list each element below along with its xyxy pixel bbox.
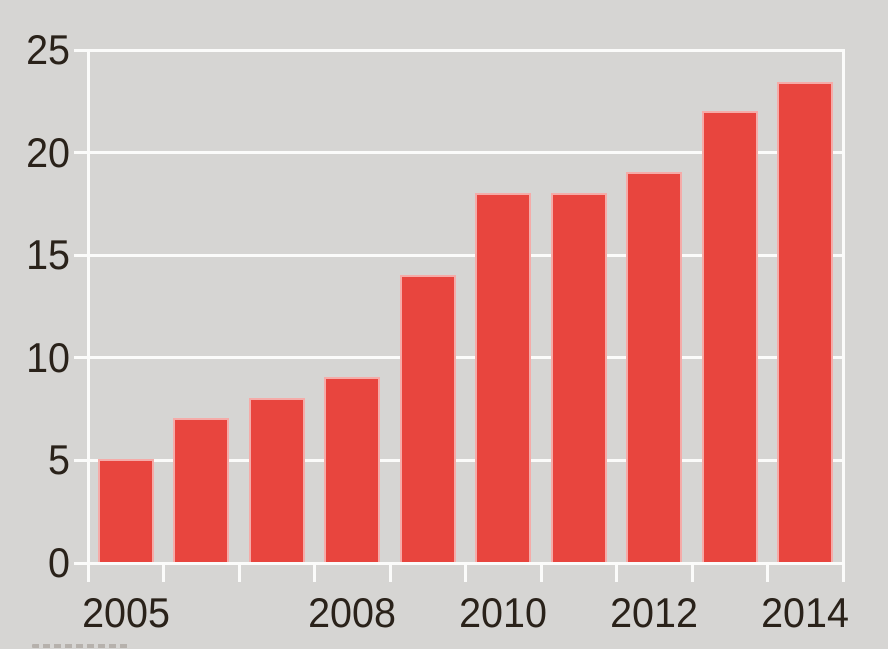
x-tick-label: 2014 bbox=[761, 589, 850, 636]
bar-2008 bbox=[324, 377, 381, 562]
x-tick-label: 2012 bbox=[610, 589, 699, 636]
y-gridline bbox=[74, 458, 843, 462]
bar-2014 bbox=[777, 81, 834, 562]
x-axis-tick bbox=[388, 563, 392, 582]
y-tick-label: 20 bbox=[26, 128, 70, 176]
x-tick-label: 2005 bbox=[81, 589, 170, 636]
y-gridline bbox=[74, 561, 843, 565]
bar-2007 bbox=[248, 397, 305, 562]
y-tick-label: 5 bbox=[48, 436, 70, 484]
bar-2012 bbox=[626, 172, 683, 562]
y-gridline bbox=[74, 253, 843, 257]
bar-2010 bbox=[475, 192, 532, 562]
y-axis-line bbox=[86, 48, 90, 582]
bar-2005 bbox=[97, 459, 154, 562]
x-axis-tick bbox=[237, 563, 241, 582]
plot-right-border bbox=[841, 48, 845, 582]
y-gridline bbox=[74, 48, 843, 52]
bar-2006 bbox=[173, 418, 230, 562]
x-axis-tick bbox=[162, 563, 165, 582]
cropped-text-remnant bbox=[32, 644, 129, 648]
y-gridline bbox=[74, 356, 843, 360]
y-gridline bbox=[74, 151, 843, 155]
x-axis-tick bbox=[615, 563, 618, 582]
x-tick-label: 2010 bbox=[459, 589, 548, 636]
x-axis-tick bbox=[766, 563, 769, 582]
bar-2013 bbox=[701, 110, 758, 562]
x-axis-tick bbox=[464, 563, 467, 582]
x-axis-tick bbox=[313, 563, 316, 582]
y-tick-label: 25 bbox=[26, 26, 70, 73]
x-tick-label: 2008 bbox=[308, 589, 397, 636]
y-tick-label: 15 bbox=[26, 231, 70, 279]
y-tick-label: 10 bbox=[26, 333, 70, 381]
bar-2011 bbox=[550, 192, 607, 562]
x-axis-tick bbox=[690, 563, 694, 582]
y-tick-label: 0 bbox=[48, 539, 70, 586]
bar-2009 bbox=[399, 274, 456, 562]
x-axis-tick bbox=[539, 563, 543, 582]
